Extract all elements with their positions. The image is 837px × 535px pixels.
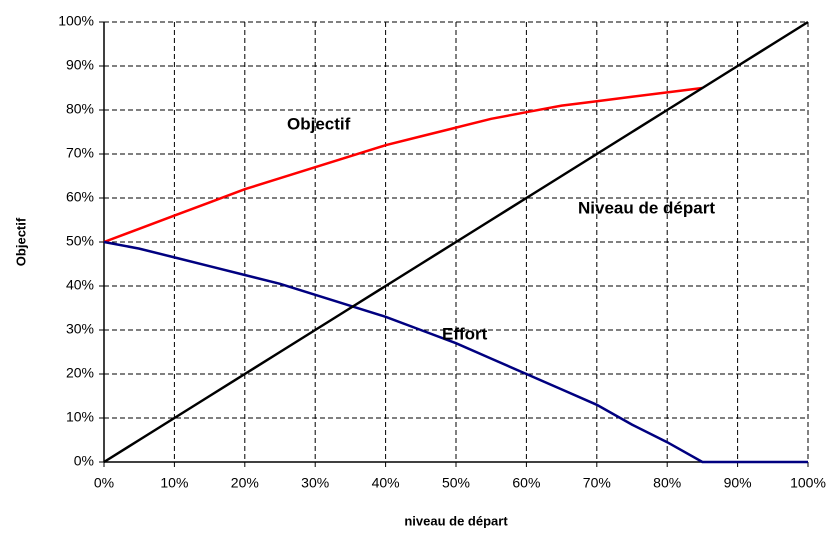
y-tick-label: 30% xyxy=(66,321,94,337)
y-tick-label: 40% xyxy=(66,277,94,293)
x-tick-label: 0% xyxy=(94,475,114,491)
x-tick-label: 10% xyxy=(160,475,188,491)
y-tick-label: 100% xyxy=(58,13,94,29)
x-tick-label: 20% xyxy=(231,475,259,491)
grid xyxy=(99,21,809,467)
x-tick-label: 30% xyxy=(301,475,329,491)
y-tick-label: 90% xyxy=(66,57,94,73)
x-axis-title: niveau de départ xyxy=(404,513,508,528)
lines xyxy=(103,20,809,464)
annotation: Objectif xyxy=(287,114,351,133)
x-tick-label: 60% xyxy=(512,475,540,491)
y-axis-title: Objectif xyxy=(13,217,28,266)
x-tick-label: 40% xyxy=(372,475,400,491)
annotation: Effort xyxy=(442,324,488,343)
y-tick-label: 60% xyxy=(66,189,94,205)
y-tick-label: 70% xyxy=(66,145,94,161)
y-tick-label: 10% xyxy=(66,409,94,425)
series-line xyxy=(103,20,809,464)
x-tick-label: 100% xyxy=(790,475,826,491)
y-tick-label: 0% xyxy=(74,453,94,469)
series-line xyxy=(103,240,808,464)
y-tick-label: 50% xyxy=(66,233,94,249)
x-tick-label: 50% xyxy=(442,475,470,491)
series-line xyxy=(103,86,703,244)
y-tick-label: 20% xyxy=(66,365,94,381)
x-tick-label: 80% xyxy=(653,475,681,491)
annotation: Niveau de départ xyxy=(578,198,715,217)
x-tick-label: 70% xyxy=(583,475,611,491)
x-tick-label: 90% xyxy=(724,475,752,491)
y-tick-label: 80% xyxy=(66,101,94,117)
